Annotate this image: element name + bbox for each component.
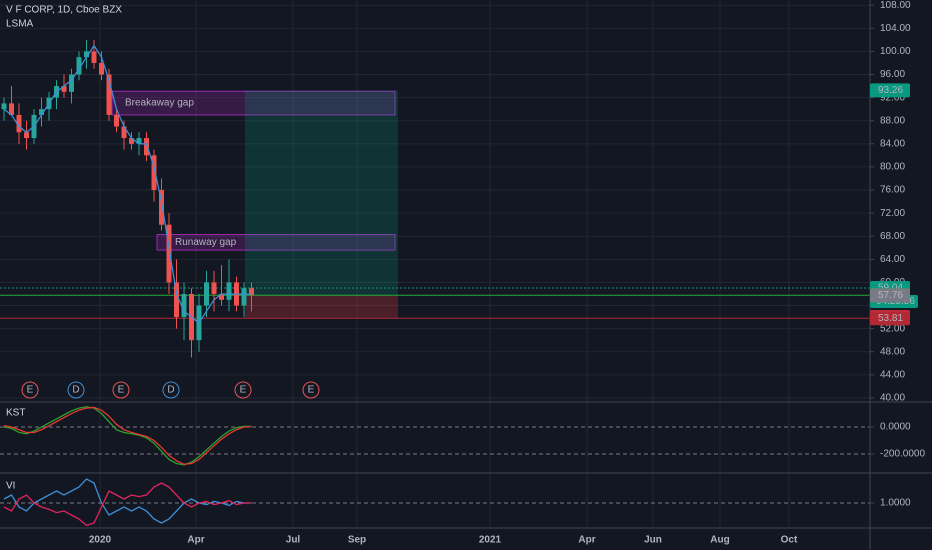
indicator-name: LSMA — [6, 19, 34, 30]
indicator-line — [3, 44, 252, 324]
y-tick-label: 68.00 — [880, 231, 905, 242]
event-label: D — [167, 385, 174, 396]
candle-body — [106, 74, 112, 115]
y-tick-label: 0.0000 — [880, 422, 911, 433]
candle-body — [136, 138, 142, 144]
x-tick-label: Oct — [781, 535, 798, 546]
indicator-line — [3, 406, 252, 465]
event-marker — [302, 381, 320, 399]
candle-body — [166, 224, 172, 283]
candle-body — [9, 103, 14, 115]
candle-body — [249, 288, 254, 296]
indicator-line — [3, 482, 252, 527]
y-tick-label: 92.00 — [880, 92, 905, 103]
candle-body — [16, 114, 22, 133]
candle-body — [24, 132, 29, 139]
price-label: 93.26 — [878, 85, 903, 96]
x-tick-label: Jul — [286, 535, 301, 546]
y-tick-label: 88.00 — [880, 115, 905, 126]
candle-body — [76, 57, 82, 75]
y-tick-label: 44.00 — [880, 369, 905, 380]
price-label: 57.76 — [878, 290, 903, 301]
price-label: 59.04 — [878, 283, 903, 294]
candle-body — [129, 138, 134, 144]
indicator-name: KST — [6, 408, 25, 419]
y-tick-label: 108.00 — [880, 0, 911, 11]
annotation-box — [111, 90, 396, 116]
price-label-box — [870, 311, 910, 326]
x-tick-label: 2021 — [479, 535, 502, 546]
y-tick-label: 100.00 — [880, 46, 911, 57]
annotation-box — [156, 234, 396, 251]
indicator-line — [3, 406, 252, 466]
candle-body — [84, 51, 89, 58]
event-marker — [67, 381, 85, 399]
candle-body — [204, 282, 209, 306]
y-tick-label: 64.00 — [880, 254, 905, 265]
candle-body — [181, 293, 187, 318]
stop-zone — [245, 295, 398, 319]
candle-body — [151, 155, 157, 191]
price-label: 53.81 — [878, 313, 903, 324]
event-label: E — [118, 385, 125, 396]
event-marker — [112, 381, 130, 399]
event-label: D — [72, 385, 79, 396]
candle-body — [39, 109, 44, 115]
candle-body — [61, 86, 67, 92]
candle-body — [1, 103, 7, 110]
candle-body — [159, 190, 164, 225]
y-tick-label: 104.00 — [880, 23, 911, 34]
candle-body — [91, 51, 97, 63]
annotation-text: Runaway gap — [175, 237, 237, 248]
y-tick-label: 1.0000 — [880, 498, 911, 509]
candle-body — [219, 293, 224, 300]
candle-body — [241, 288, 247, 306]
price-label-box — [870, 83, 910, 98]
event-label: E — [308, 385, 315, 396]
event-marker — [21, 381, 39, 399]
candle-body — [211, 282, 217, 294]
candle-body — [69, 74, 74, 92]
x-tick-label: Apr — [187, 535, 204, 546]
y-tick-label: 80.00 — [880, 162, 905, 173]
candle-body — [114, 114, 119, 127]
candle-body — [144, 138, 149, 156]
y-tick-label: 48.00 — [880, 346, 905, 357]
event-marker — [162, 381, 180, 399]
indicator-name: VI — [6, 481, 15, 492]
x-tick-label: Sep — [348, 535, 366, 546]
y-tick-label: 96.00 — [880, 69, 905, 80]
target-zone — [245, 90, 398, 296]
x-tick-label: Aug — [710, 535, 729, 546]
candle-body — [226, 282, 232, 300]
event-label: E — [27, 385, 34, 396]
event-label: E — [240, 385, 247, 396]
y-tick-label: 72.00 — [880, 208, 905, 219]
candle-body — [121, 126, 127, 139]
event-marker — [234, 381, 252, 399]
x-tick-label: 2020 — [89, 535, 112, 546]
candle-body — [99, 62, 104, 75]
symbol-title: V F CORP, 1D, Cboe BZX — [6, 5, 122, 16]
x-tick-label: Apr — [578, 535, 595, 546]
y-tick-label: -200.0000 — [880, 449, 925, 460]
y-tick-label: 84.00 — [880, 138, 905, 149]
y-tick-label: 40.00 — [880, 393, 905, 404]
candle-body — [174, 282, 179, 318]
y-tick-label: 76.00 — [880, 185, 905, 196]
price-label-box — [870, 288, 910, 303]
annotation-text: Breakaway gap — [125, 98, 194, 109]
x-tick-label: Jun — [644, 535, 662, 546]
y-tick-label: 52.00 — [880, 323, 905, 334]
